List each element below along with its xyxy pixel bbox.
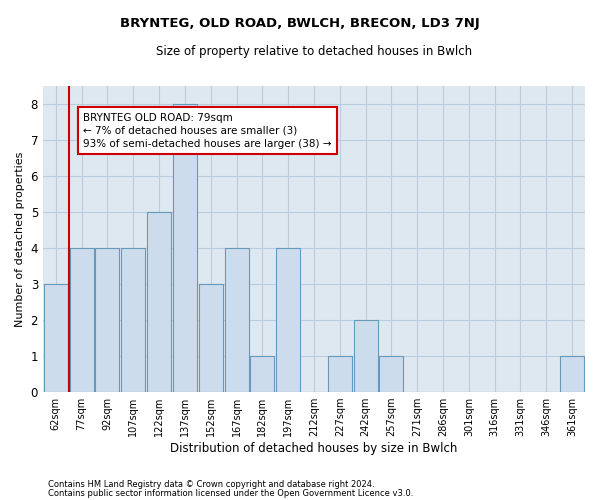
Bar <box>44 284 68 392</box>
Bar <box>250 356 274 392</box>
Bar <box>560 356 584 392</box>
Bar <box>70 248 94 392</box>
Text: BRYNTEG OLD ROAD: 79sqm
← 7% of detached houses are smaller (3)
93% of semi-deta: BRYNTEG OLD ROAD: 79sqm ← 7% of detached… <box>83 112 331 149</box>
Bar <box>328 356 352 392</box>
Title: Size of property relative to detached houses in Bwlch: Size of property relative to detached ho… <box>156 45 472 58</box>
Bar <box>121 248 145 392</box>
Bar <box>147 212 171 392</box>
Bar <box>353 320 377 392</box>
Bar <box>276 248 300 392</box>
Bar <box>379 356 403 392</box>
Text: Contains HM Land Registry data © Crown copyright and database right 2024.: Contains HM Land Registry data © Crown c… <box>48 480 374 489</box>
Text: BRYNTEG, OLD ROAD, BWLCH, BRECON, LD3 7NJ: BRYNTEG, OLD ROAD, BWLCH, BRECON, LD3 7N… <box>120 18 480 30</box>
Bar <box>95 248 119 392</box>
Y-axis label: Number of detached properties: Number of detached properties <box>15 151 25 326</box>
X-axis label: Distribution of detached houses by size in Bwlch: Distribution of detached houses by size … <box>170 442 458 455</box>
Bar <box>199 284 223 392</box>
Bar <box>224 248 248 392</box>
Bar <box>173 104 197 392</box>
Text: Contains public sector information licensed under the Open Government Licence v3: Contains public sector information licen… <box>48 489 413 498</box>
